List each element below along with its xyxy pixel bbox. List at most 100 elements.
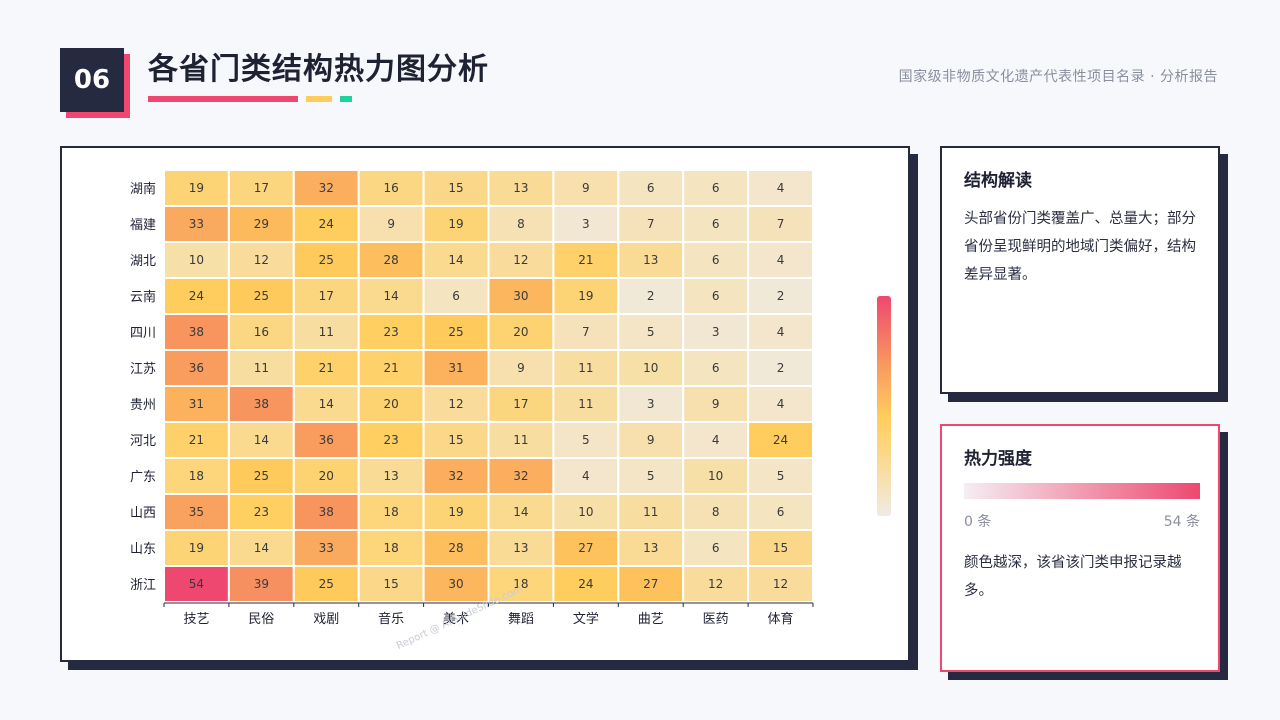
heatmap-cell-label: 38 <box>319 505 334 519</box>
heatmap-cell <box>292 241 360 279</box>
heatmap-cell-label: 17 <box>254 181 269 195</box>
heatmap-cell-label: 17 <box>319 289 334 303</box>
structure-panel: 结构解读 头部省份门类覆盖广、总量大；部分省份呈现鲜明的地域门类偏好，结构差异显… <box>940 146 1220 394</box>
structure-panel-text: 头部省份门类覆盖广、总量大；部分省份呈现鲜明的地域门类偏好，结构差异显著。 <box>964 211 1196 283</box>
heatmap-cell-label: 6 <box>712 361 720 375</box>
intensity-panel-text: 颜色越深，该省该门类申报记录越多。 <box>964 555 1182 599</box>
heatmap-cell <box>227 313 295 351</box>
heatmap-cell-label: 14 <box>254 541 269 555</box>
heatmap-cell-label: 4 <box>777 181 785 195</box>
heatmap-cell-label: 11 <box>319 325 334 339</box>
heatmap-cell <box>227 349 295 387</box>
heatmap-cell-label: 11 <box>578 397 593 411</box>
x-tick-label: 曲艺 <box>638 612 664 627</box>
heatmap-cell-label: 6 <box>712 289 720 303</box>
heatmap-cell <box>682 565 750 603</box>
heatmap-cell-label: 33 <box>189 217 204 231</box>
heatmap-cell-label: 17 <box>513 397 528 411</box>
heatmap-cell-label: 13 <box>643 541 658 555</box>
heatmap-cell <box>487 529 555 567</box>
heatmap-cell-label: 11 <box>254 361 269 375</box>
heatmap-cell <box>357 241 425 279</box>
heatmap-cell-label: 5 <box>647 325 655 339</box>
heatmap-cell-label: 14 <box>319 397 334 411</box>
heatmap-cell <box>552 205 620 243</box>
x-tick-label: 技艺 <box>183 612 209 627</box>
heatmap-cell <box>227 205 295 243</box>
heatmap-cell-label: 13 <box>384 469 399 483</box>
heatmap-cell-label: 24 <box>189 289 204 303</box>
heatmap-cell-label: 4 <box>777 253 785 267</box>
x-tick-label: 民俗 <box>248 612 274 627</box>
heatmap-cell <box>163 277 230 315</box>
heatmap-cell <box>487 277 555 315</box>
y-tick-label: 湖南 <box>130 181 156 197</box>
heatmap-cell <box>747 457 814 495</box>
heatmap-cell-label: 25 <box>254 289 269 303</box>
intensity-range-labels: 0 条 54 条 <box>964 511 1200 531</box>
heatmap-cell-label: 2 <box>777 289 785 303</box>
x-tick-label: 文学 <box>573 611 599 627</box>
heatmap-cell <box>747 169 814 207</box>
heatmap-cell-label: 27 <box>643 577 658 591</box>
heatmap-cell-label: 20 <box>319 469 334 483</box>
heatmap-cell-label: 11 <box>643 505 658 519</box>
heatmap-cell <box>357 457 425 495</box>
heatmap-cell-label: 20 <box>513 325 528 339</box>
heatmap-cell <box>227 565 295 603</box>
heatmap-cell-label: 2 <box>647 289 655 303</box>
heatmap-cell-label: 21 <box>189 433 204 447</box>
y-tick-label: 广东 <box>130 470 156 485</box>
heatmap-cell-label: 12 <box>773 577 788 591</box>
heatmap-cell-label: 23 <box>384 325 399 339</box>
heatmap-cell <box>552 529 620 567</box>
heatmap-cell-label: 16 <box>254 325 269 339</box>
heatmap-cell-label: 12 <box>448 397 463 411</box>
heatmap-cell <box>422 565 490 603</box>
heatmap-cell <box>163 565 230 603</box>
y-tick-label: 山西 <box>130 506 156 521</box>
heatmap-cell <box>292 385 360 423</box>
x-tick-label: 美术 <box>443 612 469 627</box>
heatmap-cell-label: 54 <box>189 577 204 591</box>
heatmap-cell <box>552 493 620 531</box>
heatmap-cell-label: 9 <box>387 217 395 231</box>
heatmap-cell-label: 39 <box>254 577 269 591</box>
heatmap-cell <box>617 205 685 243</box>
accent-bar-yellow <box>306 96 332 102</box>
report-subtitle: 国家级非物质文化遗产代表性项目名录 · 分析报告 <box>898 69 1218 85</box>
heatmap-cell-label: 38 <box>254 397 269 411</box>
heatmap-cell <box>487 169 555 207</box>
heatmap-cell-label: 24 <box>319 217 334 231</box>
heatmap-cell-label: 13 <box>643 253 658 267</box>
heatmap-cell-label: 12 <box>254 253 269 267</box>
heatmap-cell <box>747 313 814 351</box>
y-tick-label: 湖北 <box>130 254 156 269</box>
intensity-panel: 热力强度 0 条 54 条 颜色越深，该省该门类申报记录越多。 <box>940 424 1220 672</box>
heatmap-cell-label: 25 <box>319 253 334 267</box>
heatmap-cell-label: 24 <box>773 433 788 447</box>
heatmap-cell-label: 11 <box>513 433 528 447</box>
heatmap-cell-label: 18 <box>384 505 399 519</box>
heatmap-cell <box>357 349 425 387</box>
y-tick-label: 云南 <box>130 289 156 305</box>
heatmap-cell-label: 16 <box>384 181 399 195</box>
y-tick-label: 福建 <box>130 218 156 233</box>
accent-bar-green <box>340 96 352 102</box>
heatmap-cell-label: 25 <box>448 325 463 339</box>
heatmap-cell-label: 6 <box>452 289 460 303</box>
intensity-panel-title: 热力强度 <box>964 449 1032 469</box>
heatmap-cell <box>747 277 814 315</box>
heatmap-cell-label: 9 <box>517 361 525 375</box>
heatmap-cell-label: 31 <box>448 361 463 375</box>
heatmap-cell <box>747 241 814 279</box>
heatmap-cell-label: 31 <box>189 397 204 411</box>
heatmap-cell <box>682 313 750 351</box>
heatmap-cell-label: 18 <box>384 541 399 555</box>
heatmap-cell-label: 12 <box>513 253 528 267</box>
heatmap-cell-label: 15 <box>773 541 788 555</box>
heatmap-cell-label: 32 <box>448 469 463 483</box>
heatmap-cell-label: 38 <box>189 325 204 339</box>
heatmap-cell-label: 18 <box>189 469 204 483</box>
y-tick-label: 河北 <box>130 434 156 449</box>
